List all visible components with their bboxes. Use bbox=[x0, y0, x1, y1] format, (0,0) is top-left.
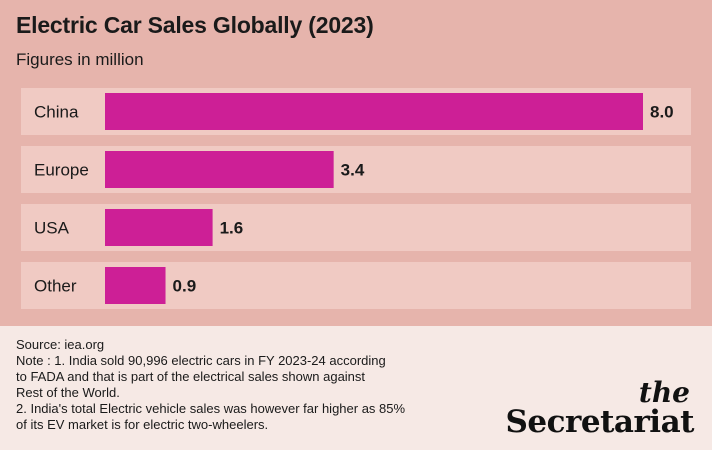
category-label-usa: USA bbox=[34, 219, 70, 238]
bar-chart: China 8.0 Europe 3.4 USA 1.6 Other 0.9 bbox=[21, 88, 691, 309]
brand-logo: the Secretariat bbox=[505, 376, 695, 440]
value-label-china: 8.0 bbox=[650, 103, 674, 122]
bar-other bbox=[105, 267, 166, 304]
note-line-4: 2. India's total Electric vehicle sales … bbox=[16, 401, 406, 416]
brand-the: the bbox=[638, 376, 690, 409]
source-line: Source: iea.org bbox=[16, 337, 105, 352]
note-line-2: to FADA and that is part of the electric… bbox=[16, 369, 366, 384]
category-label-other: Other bbox=[34, 277, 77, 296]
note-line-1: Note : 1. India sold 90,996 electric car… bbox=[16, 353, 386, 368]
category-label-china: China bbox=[34, 103, 79, 122]
chart-subtitle: Figures in million bbox=[16, 50, 144, 69]
chart-title: Electric Car Sales Globally (2023) bbox=[16, 12, 374, 38]
category-label-europe: Europe bbox=[34, 161, 89, 180]
note-line-3: Rest of the World. bbox=[16, 385, 120, 400]
value-label-europe: 3.4 bbox=[341, 161, 365, 180]
brand-name: Secretariat bbox=[505, 404, 695, 440]
bar-china bbox=[105, 93, 643, 130]
source-note: Source: iea.org Note : 1. India sold 90,… bbox=[16, 337, 496, 433]
footer: Source: iea.org Note : 1. India sold 90,… bbox=[0, 326, 712, 450]
value-label-usa: 1.6 bbox=[220, 219, 244, 238]
value-label-other: 0.9 bbox=[173, 277, 197, 296]
bar-usa bbox=[105, 209, 213, 246]
note-line-5: of its EV market is for electric two-whe… bbox=[16, 417, 269, 432]
bar-europe bbox=[105, 151, 334, 188]
